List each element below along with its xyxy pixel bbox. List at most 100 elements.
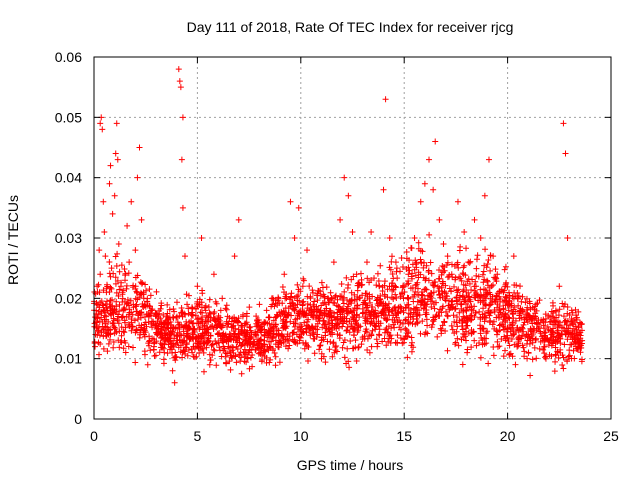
data-point <box>515 302 522 309</box>
data-point <box>400 309 407 316</box>
data-point <box>295 292 302 299</box>
data-point <box>563 321 570 328</box>
data-point <box>157 331 164 338</box>
data-point <box>114 156 121 163</box>
data-point <box>541 350 548 357</box>
data-point <box>318 334 325 341</box>
data-point <box>210 271 217 278</box>
data-point <box>424 330 431 337</box>
data-point <box>392 304 399 311</box>
data-point <box>542 315 549 322</box>
data-point <box>556 306 563 313</box>
data-point <box>263 354 270 361</box>
data-point <box>460 288 467 295</box>
data-point <box>519 293 526 300</box>
data-point <box>100 302 107 309</box>
data-point <box>97 120 104 127</box>
data-point <box>531 344 538 351</box>
data-point <box>542 353 549 360</box>
data-point <box>198 299 205 306</box>
data-point <box>115 337 122 344</box>
data-point <box>502 347 509 354</box>
data-point <box>281 322 288 329</box>
data-point <box>456 273 463 280</box>
data-point <box>111 192 118 199</box>
data-point <box>506 292 513 299</box>
data-point <box>451 283 458 290</box>
data-point <box>536 345 543 352</box>
data-point <box>502 294 509 301</box>
data-point <box>405 305 412 312</box>
data-point <box>213 321 220 328</box>
data-point <box>510 253 517 260</box>
data-point <box>115 293 122 300</box>
data-point <box>455 342 462 349</box>
data-point <box>146 333 153 340</box>
data-point <box>337 216 344 223</box>
data-point <box>173 314 180 321</box>
data-point <box>199 314 206 321</box>
data-point <box>144 298 151 305</box>
data-point <box>436 275 443 282</box>
data-point <box>416 307 423 314</box>
data-point <box>417 247 424 254</box>
data-point <box>236 351 243 358</box>
data-point <box>552 344 559 351</box>
y-tick-label: 0.03 <box>55 230 82 246</box>
data-point <box>184 301 191 308</box>
data-point <box>266 343 273 350</box>
data-point <box>448 271 455 278</box>
data-point <box>110 344 117 351</box>
data-point <box>382 302 389 309</box>
data-point <box>318 279 325 286</box>
x-axis-label: GPS time / hours <box>297 457 404 473</box>
data-point <box>171 379 178 386</box>
data-point <box>472 310 479 317</box>
data-point <box>300 339 307 346</box>
data-point <box>179 313 186 320</box>
data-point <box>164 301 171 308</box>
data-point <box>568 315 575 322</box>
data-point <box>105 331 112 338</box>
data-point <box>446 285 453 292</box>
data-point <box>95 339 102 346</box>
data-point <box>550 302 557 309</box>
data-point <box>336 308 343 315</box>
data-point <box>241 332 248 339</box>
data-point <box>160 311 167 318</box>
data-point <box>339 323 346 330</box>
data-point <box>158 335 165 342</box>
data-point <box>300 330 307 337</box>
data-point <box>570 347 577 354</box>
data-point <box>461 228 468 235</box>
data-point <box>553 308 560 315</box>
data-point <box>415 239 422 246</box>
data-point <box>481 310 488 317</box>
data-point <box>110 270 117 277</box>
data-point <box>505 314 512 321</box>
data-point <box>203 344 210 351</box>
data-point <box>228 354 235 361</box>
data-point <box>346 329 353 336</box>
data-point <box>300 298 307 305</box>
axis-ticks: 0 5 10 15 20 25 0 0.01 0.02 0.03 0.04 0.05 0.06 <box>55 49 619 444</box>
data-point <box>322 359 329 366</box>
data-point <box>514 295 521 302</box>
data-point <box>560 313 567 320</box>
data-point <box>272 314 279 321</box>
data-point <box>311 350 318 357</box>
data-point <box>459 361 466 368</box>
data-point <box>460 287 467 294</box>
data-point <box>460 313 467 320</box>
data-point <box>394 332 401 339</box>
data-point <box>426 231 433 238</box>
data-point <box>390 275 397 282</box>
data-point <box>324 295 331 302</box>
data-point <box>199 290 206 297</box>
data-point <box>107 336 114 343</box>
data-point <box>152 322 159 329</box>
data-point <box>568 307 575 314</box>
data-point <box>387 266 394 273</box>
data-point <box>110 323 117 330</box>
data-point <box>512 317 519 324</box>
